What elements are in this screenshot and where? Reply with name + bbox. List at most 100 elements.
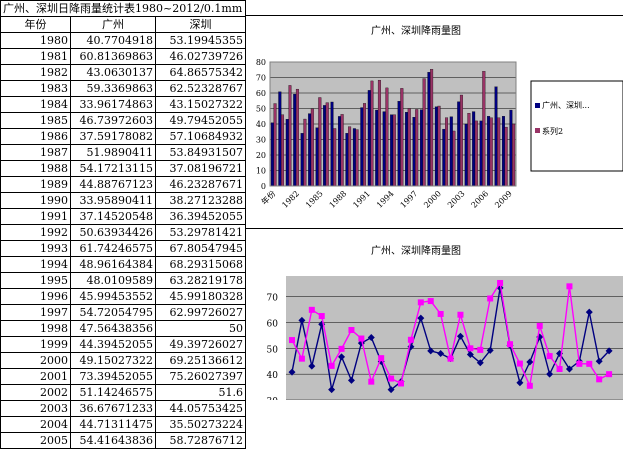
header-year[interactable]: 年份	[0, 16, 71, 33]
year-cell[interactable]: 1983	[0, 80, 71, 97]
data-point[interactable]	[565, 365, 573, 373]
year-cell[interactable]: 1980	[0, 32, 71, 49]
shenzhen-cell[interactable]: 75.26027397	[155, 368, 246, 385]
guangzhou-cell[interactable]: 51.14246575	[70, 384, 156, 401]
year-cell[interactable]: 1984	[0, 96, 71, 113]
bar[interactable]	[303, 118, 307, 187]
shenzhen-cell[interactable]: 46.02739726	[155, 48, 246, 65]
guangzhou-cell[interactable]: 54.72054795	[70, 304, 156, 321]
guangzhou-cell[interactable]: 44.39452055	[70, 336, 156, 353]
guangzhou-cell[interactable]: 73.39452055	[70, 368, 156, 385]
guangzhou-cell[interactable]: 54.41643836	[70, 432, 156, 449]
bar[interactable]	[273, 103, 277, 187]
shenzhen-cell[interactable]: 35.50273224	[155, 416, 246, 433]
data-point[interactable]	[497, 279, 504, 286]
data-point[interactable]	[358, 335, 365, 342]
shenzhen-cell[interactable]: 68.29315068	[155, 256, 246, 273]
data-point[interactable]	[328, 362, 335, 369]
guangzhou-cell[interactable]: 59.3369863	[70, 80, 156, 97]
guangzhou-cell[interactable]: 47.56438356	[70, 320, 156, 337]
data-point[interactable]	[417, 299, 424, 306]
bar[interactable]	[293, 93, 297, 187]
guangzhou-cell[interactable]: 48.96164384	[70, 256, 156, 273]
bar[interactable]	[494, 86, 498, 187]
shenzhen-cell[interactable]: 62.52328767	[155, 80, 246, 97]
year-cell[interactable]: 2002	[0, 384, 71, 401]
data-point[interactable]	[417, 314, 425, 322]
bar[interactable]	[363, 103, 367, 187]
data-point[interactable]	[387, 386, 395, 394]
year-cell[interactable]: 1991	[0, 208, 71, 225]
data-point[interactable]	[536, 322, 543, 329]
bar[interactable]	[370, 80, 374, 187]
year-cell[interactable]: 1981	[0, 48, 71, 65]
bar[interactable]	[487, 116, 491, 187]
data-point[interactable]	[427, 298, 434, 305]
year-cell[interactable]: 1993	[0, 240, 71, 257]
data-point[interactable]	[516, 379, 524, 387]
bar[interactable]	[427, 72, 431, 187]
data-point[interactable]	[308, 306, 315, 313]
shenzhen-cell[interactable]: 46.23287671	[155, 176, 246, 193]
bar[interactable]	[501, 116, 505, 187]
data-point[interactable]	[367, 333, 375, 341]
guangzhou-cell[interactable]: 45.99453552	[70, 288, 156, 305]
shenzhen-cell[interactable]: 51.6	[155, 384, 246, 401]
data-point[interactable]	[477, 346, 484, 353]
shenzhen-cell[interactable]: 44.05753425	[155, 400, 246, 417]
year-cell[interactable]: 1987	[0, 144, 71, 161]
shenzhen-cell[interactable]: 57.10684932	[155, 128, 246, 145]
bar[interactable]	[449, 116, 453, 187]
bar[interactable]	[281, 114, 285, 187]
guangzhou-cell[interactable]: 36.67671233	[70, 400, 156, 417]
year-cell[interactable]: 1996	[0, 288, 71, 305]
bar[interactable]	[412, 117, 416, 187]
year-cell[interactable]: 1995	[0, 272, 71, 289]
shenzhen-cell[interactable]: 62.99726027	[155, 304, 246, 321]
shenzhen-cell[interactable]: 53.29781421	[155, 224, 246, 241]
data-point[interactable]	[368, 378, 375, 385]
bar[interactable]	[397, 101, 401, 187]
shenzhen-cell[interactable]: 69.25136612	[155, 352, 246, 369]
data-point[interactable]	[447, 355, 454, 362]
data-point[interactable]	[526, 382, 533, 389]
bar[interactable]	[295, 88, 299, 187]
shenzhen-cell[interactable]: 36.39452055	[155, 208, 246, 225]
bar[interactable]	[345, 133, 349, 187]
guangzhou-cell[interactable]: 37.59178082	[70, 128, 156, 145]
bar[interactable]	[504, 126, 508, 187]
bar[interactable]	[330, 101, 334, 187]
bar[interactable]	[300, 133, 304, 187]
data-point[interactable]	[556, 366, 563, 372]
data-point[interactable]	[347, 376, 355, 384]
bar[interactable]	[509, 109, 513, 187]
bar[interactable]	[419, 109, 423, 187]
data-point[interactable]	[526, 358, 534, 366]
shenzhen-cell[interactable]: 49.39726027	[155, 336, 246, 353]
table-title[interactable]: 广州、深圳日降雨量统计表1980~2012/0.1mm	[0, 0, 246, 17]
guangzhou-cell[interactable]: 40.7704918	[70, 32, 156, 49]
data-point[interactable]	[486, 346, 494, 354]
bar[interactable]	[482, 71, 486, 187]
bar[interactable]	[308, 113, 312, 187]
bar[interactable]	[415, 109, 419, 187]
data-point[interactable]	[437, 350, 445, 357]
data-point[interactable]	[596, 376, 603, 383]
data-point[interactable]	[437, 310, 444, 317]
bar[interactable]	[340, 114, 344, 187]
data-point[interactable]	[328, 386, 336, 394]
chart-legend[interactable]: 广州、深圳... 系列2	[530, 80, 623, 172]
bar[interactable]	[333, 128, 337, 187]
data-point[interactable]	[298, 355, 305, 362]
data-point[interactable]	[298, 316, 306, 324]
data-point[interactable]	[289, 337, 295, 344]
line-chart[interactable]: 广州、深圳降雨量图 30 40 50 60 70	[246, 230, 623, 400]
bar[interactable]	[442, 128, 446, 187]
bar[interactable]	[375, 109, 379, 187]
year-cell[interactable]: 2000	[0, 352, 71, 369]
guangzhou-cell[interactable]: 49.15027322	[70, 352, 156, 369]
guangzhou-cell[interactable]: 46.73972603	[70, 112, 156, 129]
data-point[interactable]	[308, 362, 316, 370]
year-cell[interactable]: 2001	[0, 368, 71, 385]
data-point[interactable]	[457, 311, 464, 318]
